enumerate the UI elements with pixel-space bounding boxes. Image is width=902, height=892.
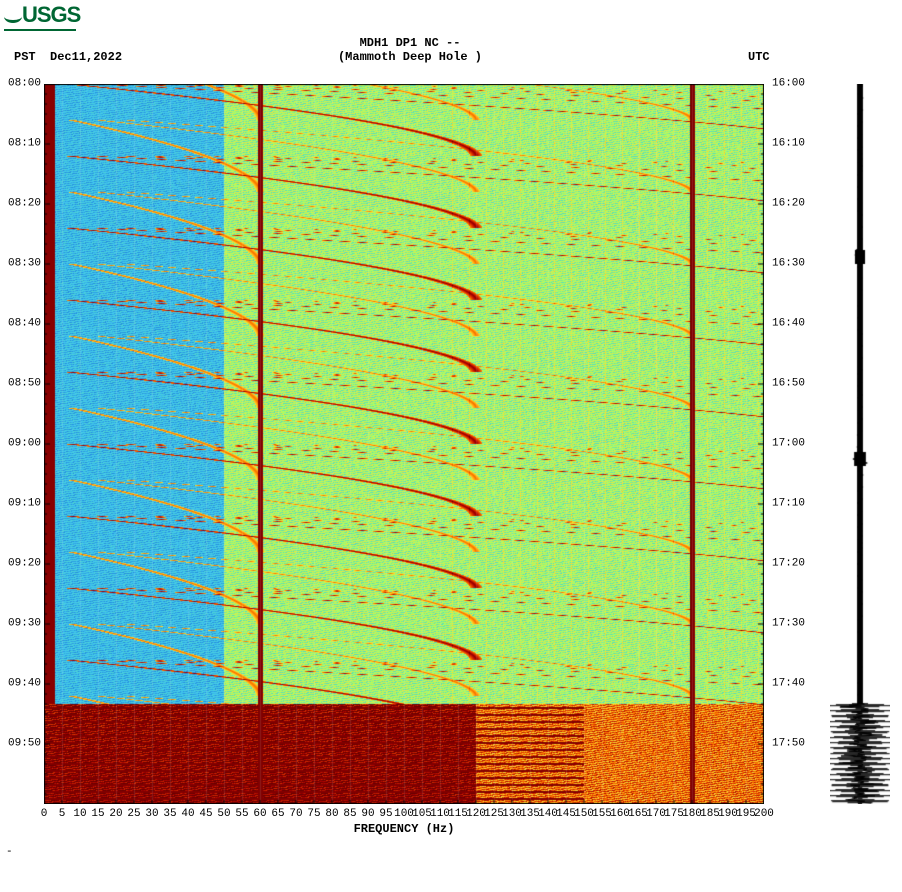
x-tick: 155 xyxy=(592,808,612,820)
y-right-tick: 17:40 xyxy=(772,679,805,690)
x-axis: 0510152025303540455055606570758085909510… xyxy=(44,808,764,822)
x-tick: 145 xyxy=(556,808,576,820)
y-left-tick: 09:00 xyxy=(8,439,41,450)
title-line2: (Mammoth Deep Hole ) xyxy=(0,50,820,64)
x-tick: 190 xyxy=(718,808,738,820)
y-left-tick: 09:10 xyxy=(8,499,41,510)
timezone-right: UTC xyxy=(748,50,770,64)
x-tick: 45 xyxy=(199,808,212,820)
y-axis-right: 16:0016:1016:2016:3016:4016:5017:0017:10… xyxy=(768,84,828,804)
y-right-tick: 17:10 xyxy=(772,499,805,510)
y-right-tick: 16:30 xyxy=(772,259,805,270)
x-tick: 140 xyxy=(538,808,558,820)
title-line1: MDH1 DP1 NC -- xyxy=(0,36,820,50)
y-right-tick: 16:40 xyxy=(772,319,805,330)
tz-left-label: PST xyxy=(14,50,36,64)
x-tick: 70 xyxy=(289,808,302,820)
x-tick: 135 xyxy=(520,808,540,820)
y-left-tick: 08:00 xyxy=(8,79,41,90)
x-tick: 160 xyxy=(610,808,630,820)
x-tick: 85 xyxy=(343,808,356,820)
x-tick: 130 xyxy=(502,808,522,820)
x-tick: 175 xyxy=(664,808,684,820)
x-tick: 50 xyxy=(217,808,230,820)
spectrogram-canvas xyxy=(44,84,764,804)
x-tick: 40 xyxy=(181,808,194,820)
seismogram-canvas xyxy=(830,84,890,804)
y-left-tick: 08:50 xyxy=(8,379,41,390)
seismogram-panel xyxy=(830,84,890,804)
x-tick: 15 xyxy=(91,808,104,820)
x-tick: 10 xyxy=(73,808,86,820)
y-left-tick: 09:20 xyxy=(8,559,41,570)
y-right-tick: 17:00 xyxy=(772,439,805,450)
x-tick: 60 xyxy=(253,808,266,820)
y-left-tick: 08:20 xyxy=(8,199,41,210)
x-tick: 200 xyxy=(754,808,774,820)
x-tick: 75 xyxy=(307,808,320,820)
y-left-tick: 08:40 xyxy=(8,319,41,330)
x-axis-label: FREQUENCY (Hz) xyxy=(44,822,764,836)
x-tick: 5 xyxy=(59,808,66,820)
y-left-tick: 09:50 xyxy=(8,739,41,750)
y-right-tick: 16:00 xyxy=(772,79,805,90)
usgs-logo: USGS xyxy=(4,2,80,31)
y-left-tick: 08:30 xyxy=(8,259,41,270)
y-axis-left: 08:0008:1008:2008:3008:4008:5009:0009:10… xyxy=(0,84,42,804)
x-tick: 20 xyxy=(109,808,122,820)
y-right-tick: 16:10 xyxy=(772,139,805,150)
x-tick: 65 xyxy=(271,808,284,820)
x-tick: 30 xyxy=(145,808,158,820)
x-tick: 195 xyxy=(736,808,756,820)
spectrogram-plot xyxy=(44,84,764,804)
usgs-logo-text: USGS xyxy=(22,2,80,27)
x-tick: 150 xyxy=(574,808,594,820)
y-right-tick: 16:20 xyxy=(772,199,805,210)
x-tick: 110 xyxy=(430,808,450,820)
y-right-tick: 16:50 xyxy=(772,379,805,390)
y-left-tick: 09:40 xyxy=(8,679,41,690)
x-tick: 185 xyxy=(700,808,720,820)
x-tick: 35 xyxy=(163,808,176,820)
x-tick: 115 xyxy=(448,808,468,820)
x-tick: 100 xyxy=(394,808,414,820)
x-tick: 95 xyxy=(379,808,392,820)
x-tick: 120 xyxy=(466,808,486,820)
y-left-tick: 08:10 xyxy=(8,139,41,150)
timezone-left: PST Dec11,2022 xyxy=(14,50,122,64)
chart-title: MDH1 DP1 NC -- (Mammoth Deep Hole ) xyxy=(0,36,820,64)
date-label: Dec11,2022 xyxy=(50,50,122,64)
y-right-tick: 17:50 xyxy=(772,739,805,750)
x-tick: 165 xyxy=(628,808,648,820)
tz-right-label: UTC xyxy=(748,50,770,64)
x-tick: 90 xyxy=(361,808,374,820)
corner-mark: - xyxy=(6,846,13,858)
x-tick: 0 xyxy=(41,808,48,820)
x-tick: 55 xyxy=(235,808,248,820)
x-tick: 170 xyxy=(646,808,666,820)
y-left-tick: 09:30 xyxy=(8,619,41,630)
x-tick: 180 xyxy=(682,808,702,820)
y-right-tick: 17:30 xyxy=(772,619,805,630)
x-tick: 105 xyxy=(412,808,432,820)
y-right-tick: 17:20 xyxy=(772,559,805,570)
x-tick: 80 xyxy=(325,808,338,820)
x-tick: 25 xyxy=(127,808,140,820)
x-tick: 125 xyxy=(484,808,504,820)
